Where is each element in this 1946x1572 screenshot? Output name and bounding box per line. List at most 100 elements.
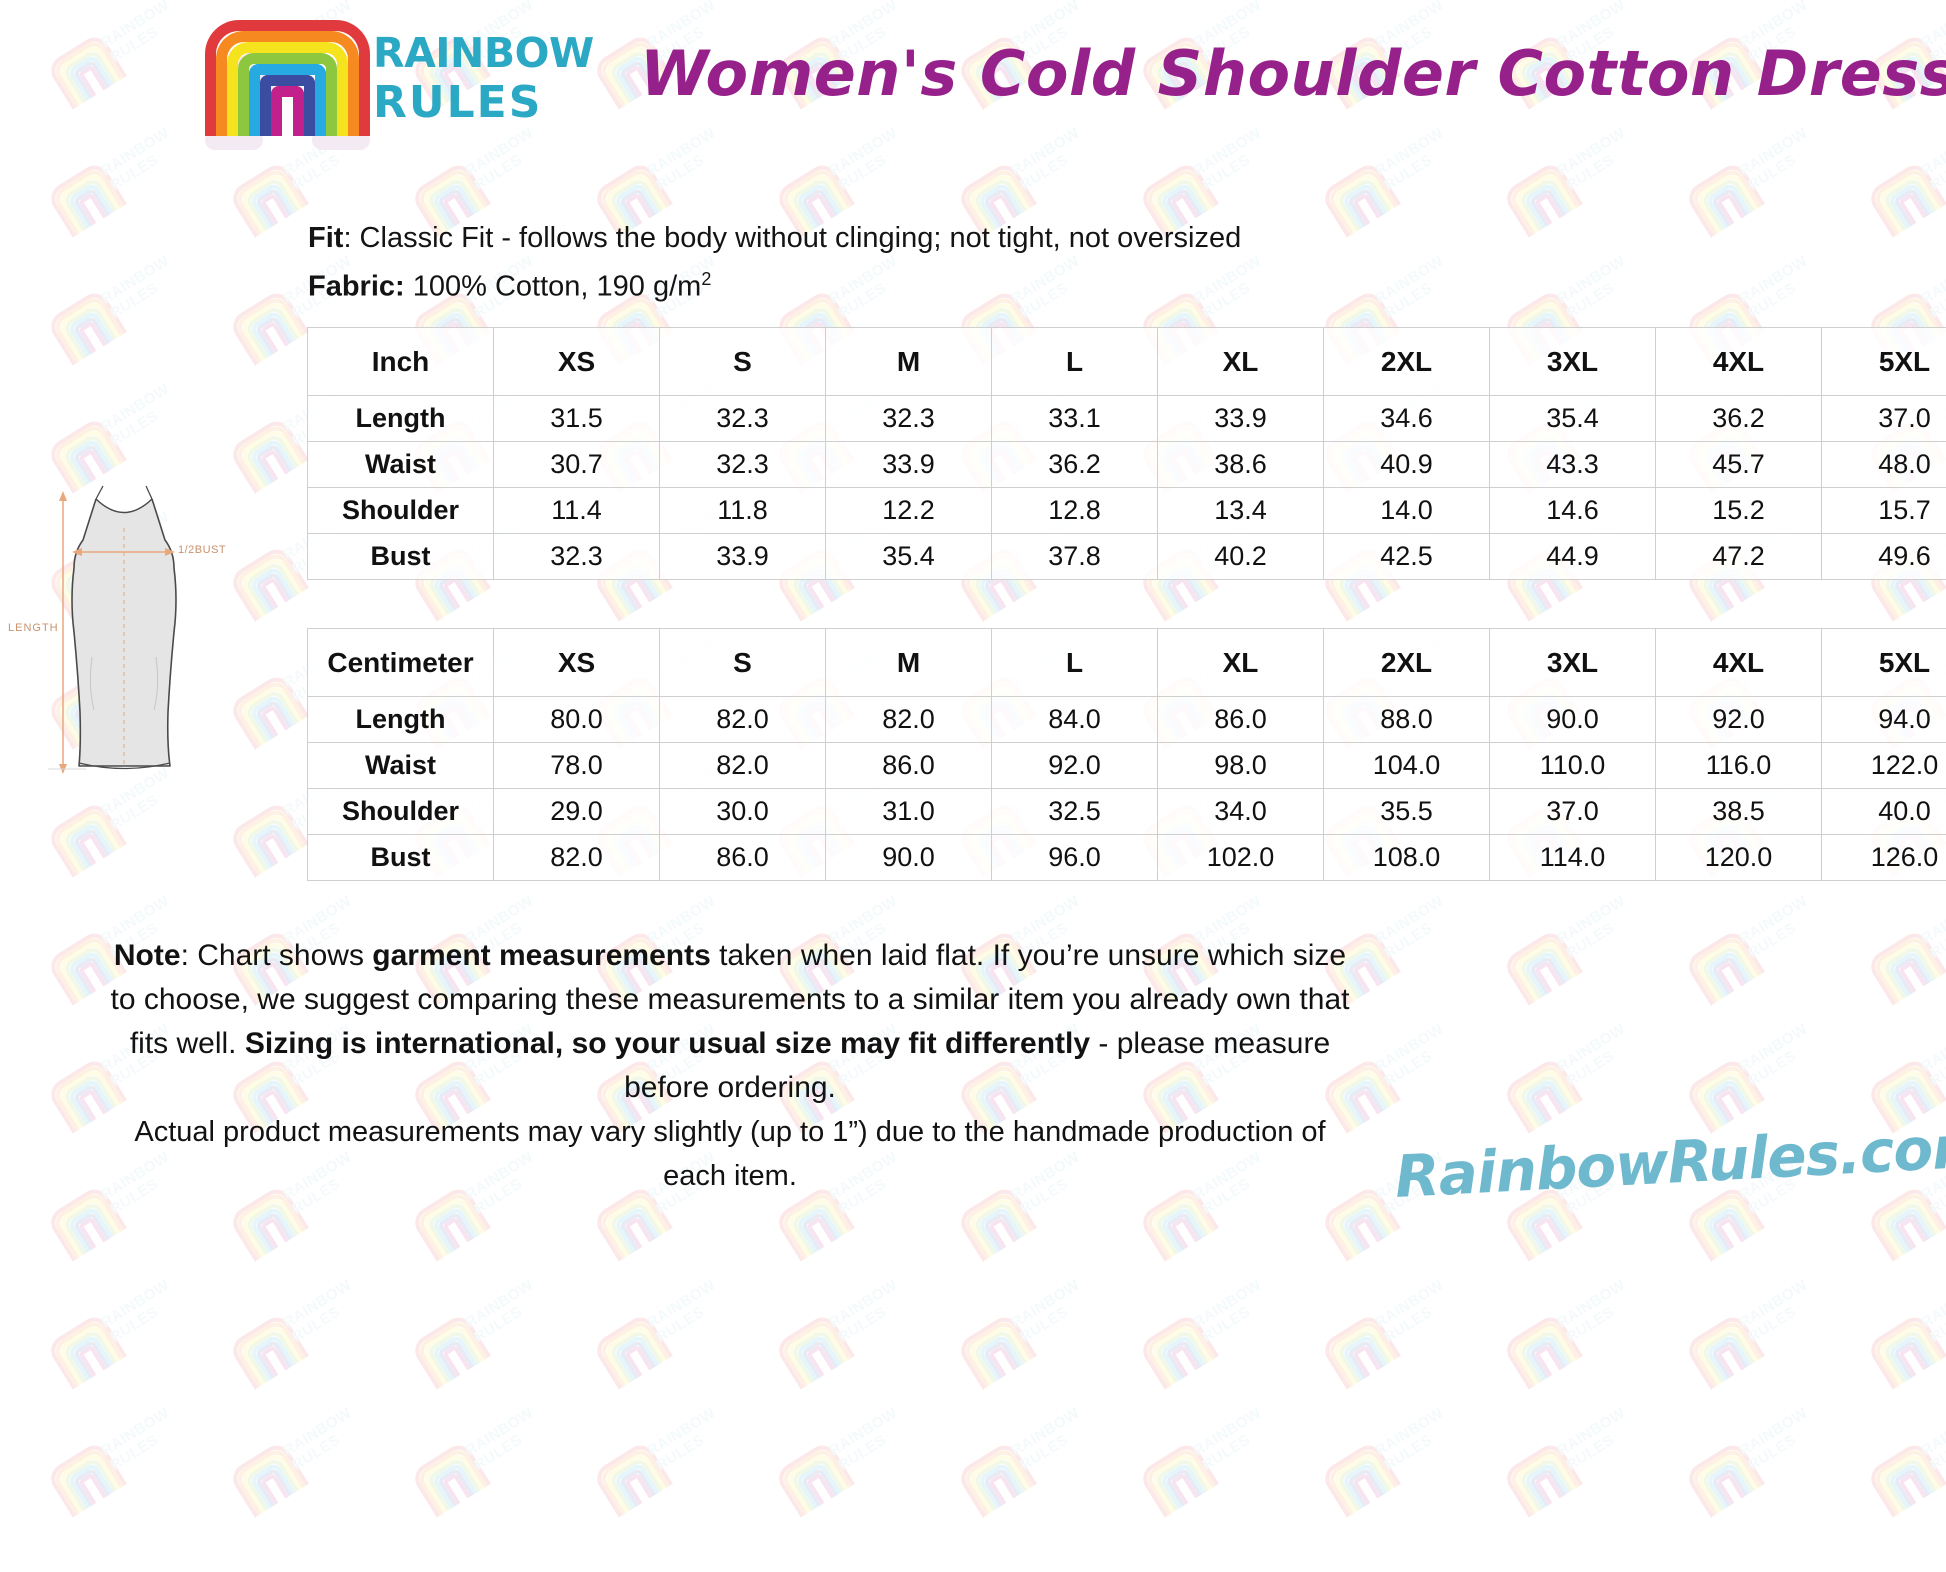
note-bold-1: garment measurements [372, 939, 710, 972]
cell-shoulder-3xl: 14.6 [1490, 488, 1656, 534]
brand-wordmark-line-2: RULES [373, 78, 501, 128]
row-label-bust: Bust [308, 534, 494, 580]
cell-bust-l: 96.0 [992, 835, 1158, 881]
row-label-waist: Waist [308, 442, 494, 488]
table-size-header-5xl: 5XL [1822, 328, 1946, 396]
watermark-rainbow-arch-icon [228, 1318, 302, 1390]
watermark-rainbow-arch-icon [956, 1446, 1030, 1518]
site-signature: RainbowRules.com [1393, 1110, 1936, 1216]
watermark-rainbow-arch-icon [592, 1318, 666, 1390]
cell-length-2xl: 34.6 [1324, 396, 1490, 442]
fabric-label: Fabric: [308, 271, 405, 303]
cell-shoulder-xl: 13.4 [1158, 488, 1324, 534]
table-size-header-m: M [826, 629, 992, 697]
rainbow-arch-icon [205, 20, 370, 150]
diagram-length-label: LENGTH [8, 622, 59, 634]
cell-waist-s: 82.0 [660, 743, 826, 789]
watermark-rainbow-arch-icon [1138, 1446, 1212, 1518]
cell-shoulder-xs: 11.4 [494, 488, 660, 534]
cell-waist-2xl: 104.0 [1324, 743, 1490, 789]
dress-measurement-diagram: LENGTH 1/2BUST [8, 482, 258, 782]
cell-length-s: 32.3 [660, 396, 826, 442]
table-size-header-s: S [660, 328, 826, 396]
table-size-header-5xl: 5XL [1822, 629, 1946, 697]
size-chart-page: RAINBOW RULES Women's Cold Shoulder Cott… [0, 0, 1946, 1279]
table-size-header-xs: XS [494, 629, 660, 697]
watermark-rainbow-arch-icon [1320, 1446, 1394, 1518]
cell-waist-xl: 38.6 [1158, 442, 1324, 488]
row-label-shoulder: Shoulder [308, 488, 494, 534]
watermark-rainbow-arch-icon [1320, 1318, 1394, 1390]
cell-length-2xl: 88.0 [1324, 697, 1490, 743]
watermark-rainbow-arch-icon [1684, 1318, 1758, 1390]
table-size-header-l: L [992, 328, 1158, 396]
cell-waist-xs: 78.0 [494, 743, 660, 789]
table-size-header-2xl: 2XL [1324, 328, 1490, 396]
cell-bust-5xl: 49.6 [1822, 534, 1946, 580]
cell-shoulder-l: 32.5 [992, 789, 1158, 835]
cell-length-4xl: 92.0 [1656, 697, 1822, 743]
page-title: Women's Cold Shoulder Cotton Dress [640, 26, 1940, 122]
cell-waist-m: 33.9 [826, 442, 992, 488]
watermark-rainbow-arch-icon [410, 1446, 484, 1518]
table-size-header-3xl: 3XL [1490, 328, 1656, 396]
cell-waist-3xl: 110.0 [1490, 743, 1656, 789]
cell-bust-xs: 82.0 [494, 835, 660, 881]
cell-length-xs: 80.0 [494, 697, 660, 743]
cell-shoulder-m: 12.2 [826, 488, 992, 534]
cell-bust-xl: 102.0 [1158, 835, 1324, 881]
table-unit-header: Inch [308, 328, 494, 396]
cell-length-s: 82.0 [660, 697, 826, 743]
watermark-rainbow-arch-icon [774, 1446, 848, 1518]
brand-logo: RAINBOW RULES [205, 14, 495, 154]
watermark-rainbow-arch-icon [1866, 1318, 1940, 1390]
cell-bust-l: 37.8 [992, 534, 1158, 580]
watermark-rainbow-arch-icon [228, 1446, 302, 1518]
watermark-rainbow-arch-icon [46, 1318, 120, 1390]
table-size-header-xl: XL [1158, 629, 1324, 697]
rainbow-band-7 [271, 86, 304, 136]
cell-length-l: 33.1 [992, 396, 1158, 442]
watermark-rainbow-arch-icon [956, 1318, 1030, 1390]
watermark-rainbow-arch-icon [1138, 1318, 1212, 1390]
cell-waist-l: 36.2 [992, 442, 1158, 488]
row-label-shoulder: Shoulder [308, 789, 494, 835]
table-size-header-l: L [992, 629, 1158, 697]
cell-shoulder-4xl: 15.2 [1656, 488, 1822, 534]
cell-waist-5xl: 122.0 [1822, 743, 1946, 789]
